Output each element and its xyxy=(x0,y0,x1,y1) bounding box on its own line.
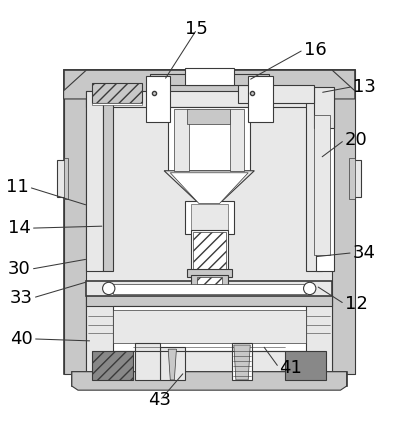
Bar xyxy=(193,232,226,269)
Text: 16: 16 xyxy=(303,41,326,59)
Bar xyxy=(86,281,332,296)
Text: 30: 30 xyxy=(8,260,31,278)
Bar xyxy=(63,70,355,374)
Circle shape xyxy=(303,282,316,295)
Bar xyxy=(113,306,305,351)
Bar xyxy=(63,70,86,374)
Circle shape xyxy=(103,282,115,295)
Bar xyxy=(332,70,355,374)
Bar xyxy=(232,343,252,380)
Bar xyxy=(238,85,314,103)
Text: 41: 41 xyxy=(279,359,302,377)
Bar xyxy=(113,310,305,343)
Bar xyxy=(316,91,334,271)
Text: 20: 20 xyxy=(344,131,367,149)
Bar xyxy=(150,74,269,85)
Text: 13: 13 xyxy=(353,78,376,95)
Bar xyxy=(305,91,322,271)
Bar xyxy=(248,76,273,122)
Bar xyxy=(63,159,68,199)
Bar xyxy=(92,351,133,380)
Bar xyxy=(191,230,228,271)
Text: 34: 34 xyxy=(353,244,376,262)
Text: 15: 15 xyxy=(186,20,208,38)
Polygon shape xyxy=(72,372,347,390)
Bar xyxy=(230,109,244,171)
Text: 40: 40 xyxy=(10,330,33,348)
Bar xyxy=(86,296,332,374)
Bar xyxy=(86,294,332,306)
Polygon shape xyxy=(234,345,250,380)
Bar xyxy=(174,109,189,171)
Text: 43: 43 xyxy=(149,392,171,409)
Polygon shape xyxy=(63,70,355,99)
Polygon shape xyxy=(168,349,176,380)
Text: 11: 11 xyxy=(6,178,29,196)
Polygon shape xyxy=(164,171,254,203)
Bar xyxy=(113,284,305,294)
Bar xyxy=(135,343,160,380)
Bar xyxy=(146,76,170,122)
Bar xyxy=(86,91,332,107)
Bar xyxy=(349,159,355,199)
Text: 14: 14 xyxy=(8,219,31,237)
Bar xyxy=(57,160,66,198)
Text: 33: 33 xyxy=(10,289,33,307)
Bar xyxy=(86,91,103,271)
Bar xyxy=(314,87,334,128)
Bar xyxy=(92,83,142,103)
Bar xyxy=(72,372,347,386)
Bar xyxy=(191,203,228,232)
Bar xyxy=(285,351,326,380)
Bar xyxy=(185,202,234,234)
Bar xyxy=(160,347,185,380)
Bar xyxy=(103,91,113,271)
Bar xyxy=(63,70,355,91)
Bar xyxy=(92,103,142,105)
Bar xyxy=(314,115,330,255)
Bar xyxy=(353,160,361,198)
Polygon shape xyxy=(170,173,248,203)
Bar xyxy=(187,109,230,123)
Bar xyxy=(187,269,232,278)
Bar xyxy=(185,68,234,85)
Text: 12: 12 xyxy=(344,295,367,313)
Bar xyxy=(168,107,250,173)
Bar xyxy=(197,278,222,284)
Bar xyxy=(191,275,228,285)
